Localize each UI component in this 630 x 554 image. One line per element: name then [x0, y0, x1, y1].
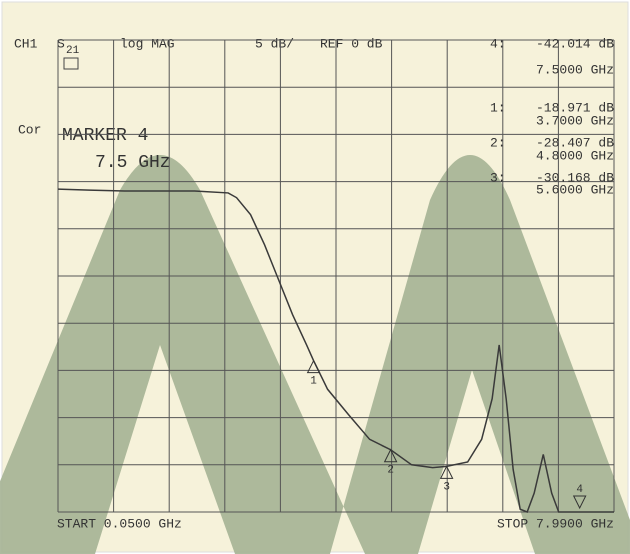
marker-id: 2: — [490, 135, 506, 150]
marker-symbol — [439, 465, 454, 479]
marker-tag: 4 — [576, 484, 583, 496]
marker-id: 1: — [490, 100, 506, 115]
param: S — [57, 36, 65, 51]
stop: STOP 7.9900 GHz — [497, 516, 614, 531]
marker-freq: 7.5000 GHz — [536, 62, 614, 77]
watermark — [0, 155, 630, 554]
marker-id: 4: — [490, 36, 506, 51]
marker-value: -28.407 dB — [536, 135, 614, 150]
active-marker-freq: 7.5 GHz — [95, 153, 171, 173]
active-marker-title: MARKER 4 — [62, 126, 148, 146]
param-sub: 21 — [66, 45, 80, 57]
marker-value: -18.971 dB — [536, 100, 614, 115]
marker-tag: 2 — [387, 465, 394, 477]
scale: 5 dB/ — [255, 36, 294, 51]
start: START 0.0500 GHz — [57, 516, 182, 531]
marker-id: 3: — [490, 170, 506, 185]
marker-freq: 5.6000 GHz — [536, 182, 614, 197]
marker-freq: 3.7000 GHz — [536, 113, 614, 128]
marker-tag: 3 — [443, 481, 450, 493]
reference: REF 0 dB — [320, 36, 383, 51]
marker-tag: 1 — [310, 376, 317, 388]
correction: Cor — [18, 122, 41, 137]
status-box — [63, 57, 79, 70]
marker-value: -30.168 dB — [536, 170, 614, 185]
marker-symbol — [306, 359, 321, 374]
marker-symbol — [572, 495, 587, 510]
channel: CH1 — [14, 36, 38, 51]
format: log MAG — [120, 36, 175, 51]
marker-symbol — [383, 448, 398, 463]
marker-freq: 4.8000 GHz — [536, 148, 614, 163]
marker-value: -42.014 dB — [536, 36, 614, 51]
